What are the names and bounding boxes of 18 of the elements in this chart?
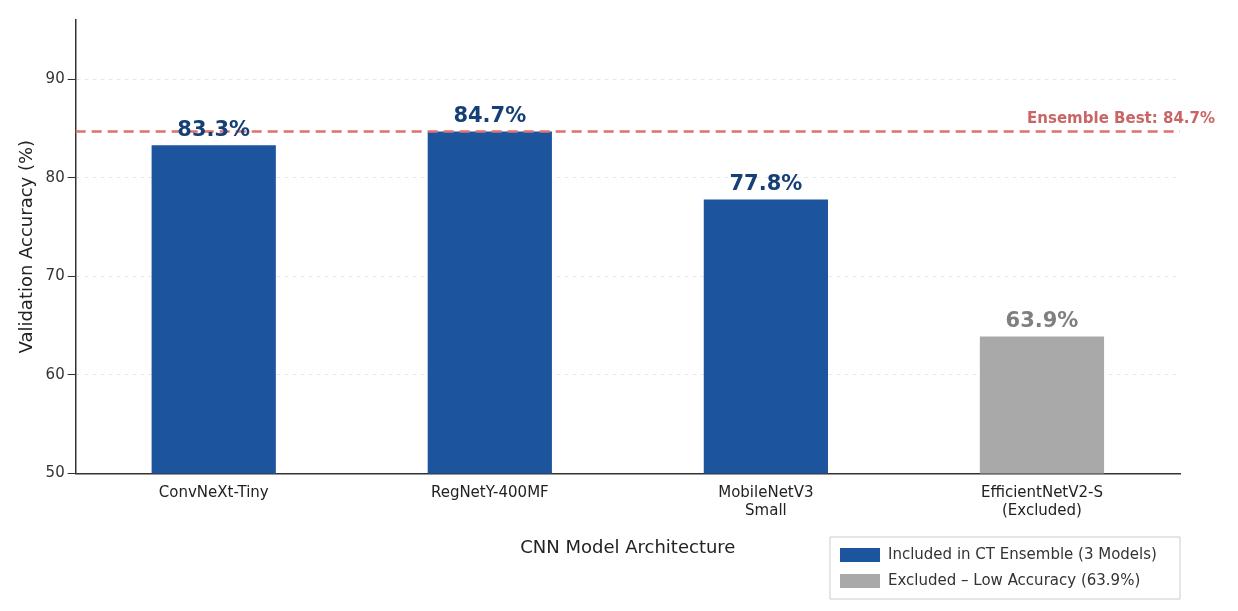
x-tick-label: MobileNetV3 Small xyxy=(718,483,814,520)
y-tick-label: 50 xyxy=(45,463,65,482)
y-tick-label: 70 xyxy=(45,266,65,285)
data-label: 84.7% xyxy=(453,103,527,128)
y-axis-title: Validation Accuracy (%) xyxy=(15,139,37,354)
y-tick-label: 80 xyxy=(45,167,65,186)
x-axis-title: CNN Model Architecture xyxy=(520,535,736,557)
ref-line-label: Ensemble Best: 84.7% xyxy=(1027,108,1215,127)
y-tick-label: 60 xyxy=(45,364,65,383)
x-tick-label: RegNetY-400MF xyxy=(430,483,549,502)
data-label: 83.3% xyxy=(177,117,251,142)
data-label: 63.9% xyxy=(1005,308,1079,333)
legend-label: Included in CT Ensemble (3 Models) xyxy=(888,544,1157,563)
y-tick-label: 90 xyxy=(45,69,65,88)
data-label: 77.8% xyxy=(729,171,803,196)
x-tick-label: EfficientNetV2-S (Excluded) xyxy=(980,483,1104,520)
x-tick-label: ConvNeXt-Tiny xyxy=(158,483,269,502)
legend-label: Excluded – Low Accuracy (63.9%) xyxy=(888,570,1141,589)
